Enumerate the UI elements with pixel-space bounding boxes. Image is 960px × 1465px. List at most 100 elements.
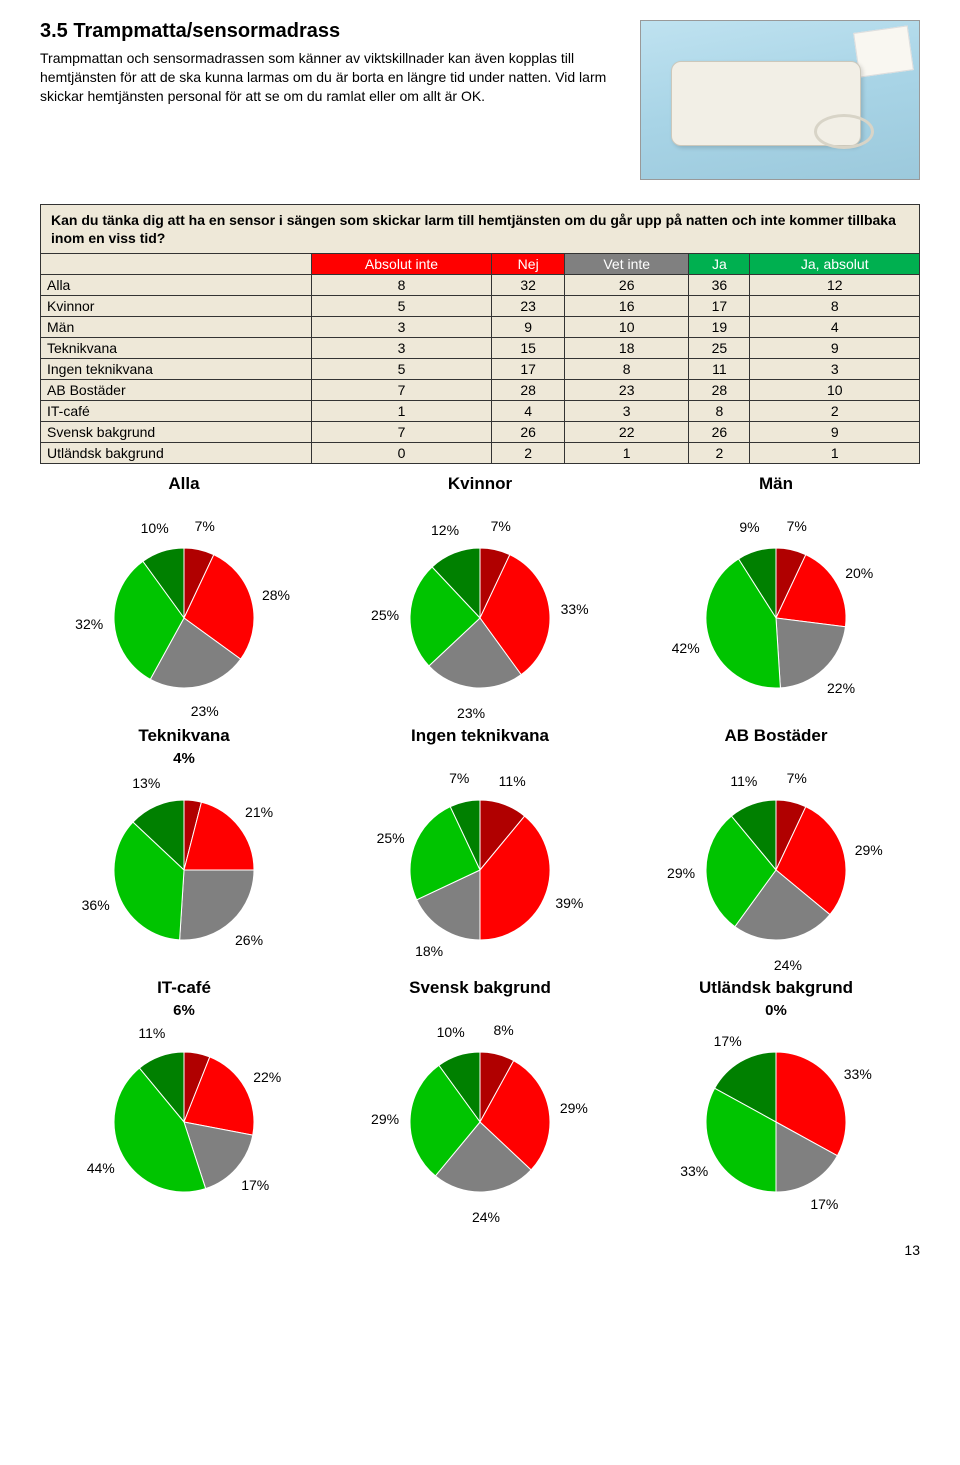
- pie-subtitle: [632, 750, 920, 768]
- intro-text-col: 3.5 Trampmatta/sensormadrass Trampmattan…: [40, 20, 620, 180]
- table-cell: 12: [750, 275, 920, 296]
- pie-title: Svensk bakgrund: [336, 978, 624, 998]
- table-col-header: Absolut inte: [311, 254, 492, 275]
- pie-slice-label: 9%: [739, 519, 759, 535]
- pie-slice-label: 7%: [195, 518, 215, 534]
- pie-slice-label: 11%: [138, 1025, 165, 1041]
- pie-subtitle: [632, 498, 920, 516]
- table-cell: 9: [492, 317, 565, 338]
- pie-slice-label: 17%: [810, 1196, 838, 1212]
- pie-slice-label: 11%: [730, 773, 757, 789]
- table-cell: 26: [565, 275, 689, 296]
- table-cell: 1: [565, 443, 689, 464]
- pie-slice-label: 21%: [245, 804, 273, 820]
- pie-slice-label: 23%: [191, 703, 219, 719]
- table-row-label: Män: [41, 317, 312, 338]
- pie-slice-label: 29%: [667, 865, 695, 881]
- pie-cell: Alla10%7%28%23%32%: [40, 474, 328, 718]
- table-cell: 7: [311, 422, 492, 443]
- pie-wrap: 10%8%29%24%29%: [360, 1022, 600, 1222]
- pie-slice-label: 33%: [561, 601, 589, 617]
- table-cell: 0: [311, 443, 492, 464]
- table-row-label: Teknikvana: [41, 338, 312, 359]
- pie-cell: Svensk bakgrund10%8%29%24%29%: [336, 978, 624, 1222]
- pie-cell: Män9%7%20%22%42%: [632, 474, 920, 718]
- table-cell: 1: [750, 443, 920, 464]
- pie-slice-label: 23%: [457, 705, 485, 721]
- table-cell: 23: [565, 380, 689, 401]
- table-cell: 3: [750, 359, 920, 380]
- pie-wrap: 17% 33% 17% 33%: [656, 1022, 896, 1222]
- pie-slice-label: 29%: [371, 1111, 399, 1127]
- pie-svg: [64, 770, 304, 970]
- pie-slice-label: 10%: [141, 520, 169, 536]
- pie-cell: AB Bostäder11%7%29%24%29%: [632, 726, 920, 970]
- table-row-label: Utländsk bakgrund: [41, 443, 312, 464]
- table-cell: 28: [492, 380, 565, 401]
- table-cell: 9: [750, 422, 920, 443]
- pie-slice-label: 17%: [714, 1033, 742, 1049]
- sensor-mat-image: [640, 20, 920, 180]
- pie-cell: Utländsk bakgrund0%17%33%17%33%: [632, 978, 920, 1222]
- table-cell: 11: [689, 359, 750, 380]
- pie-slice-label: 29%: [855, 842, 883, 858]
- pie-slice-label: 36%: [82, 897, 110, 913]
- pie-title: IT-café: [40, 978, 328, 998]
- pie-slice-label: 12%: [431, 522, 459, 538]
- pie-subtitle: [336, 1002, 624, 1020]
- pie-slice-label: 17%: [241, 1177, 269, 1193]
- pie-slice-label: 29%: [560, 1100, 588, 1116]
- pie-slice-label: 32%: [75, 616, 103, 632]
- table-row-label: Kvinnor: [41, 296, 312, 317]
- table-cell: 18: [565, 338, 689, 359]
- table-cell: 9: [750, 338, 920, 359]
- table-cell: 16: [565, 296, 689, 317]
- table-row-label: Alla: [41, 275, 312, 296]
- table-cell: 2: [750, 401, 920, 422]
- pie-title: Ingen teknikvana: [336, 726, 624, 746]
- pie-cell: Kvinnor12%7%33%23%25%: [336, 474, 624, 718]
- table-cell: 8: [311, 275, 492, 296]
- table-cell: 5: [311, 296, 492, 317]
- pie-cell: Teknikvana4%13%21%26%36%: [40, 726, 328, 970]
- pie-subtitle: [336, 750, 624, 768]
- table-blank-header: [41, 254, 312, 275]
- table-cell: 19: [689, 317, 750, 338]
- pie-slice-label: 20%: [845, 565, 873, 581]
- pie-cell: Ingen teknikvana7%11%39%18%25%: [336, 726, 624, 970]
- pie-wrap: 11%22%17%44%: [64, 1022, 304, 1222]
- pie-svg: [656, 518, 896, 718]
- table-col-header: Nej: [492, 254, 565, 275]
- pie-slice-label: 7%: [491, 518, 511, 534]
- pie-slice-label: 25%: [377, 830, 405, 846]
- pie-slice-label: 13%: [132, 775, 160, 791]
- pie-slice-label: 42%: [672, 640, 700, 656]
- table-cell: 4: [492, 401, 565, 422]
- pie-slice-label: 7%: [787, 770, 807, 786]
- table-cell: 17: [689, 296, 750, 317]
- table-cell: 3: [311, 338, 492, 359]
- table-cell: 5: [311, 359, 492, 380]
- intro-section: 3.5 Trampmatta/sensormadrass Trampmattan…: [40, 20, 920, 180]
- table-cell: 8: [689, 401, 750, 422]
- pie-slice-label: 33%: [844, 1066, 872, 1082]
- table-col-header: Ja: [689, 254, 750, 275]
- pie-title: Utländsk bakgrund: [632, 978, 920, 998]
- table-cell: 7: [311, 380, 492, 401]
- table-cell: 3: [565, 401, 689, 422]
- pie-slice-label: 11%: [499, 773, 526, 789]
- results-table: Kan du tänka dig att ha en sensor i säng…: [40, 204, 920, 464]
- pie-subtitle: [40, 498, 328, 516]
- table-cell: 10: [565, 317, 689, 338]
- table-cell: 23: [492, 296, 565, 317]
- pie-svg: [360, 770, 600, 970]
- pie-slice-label: 33%: [680, 1163, 708, 1179]
- table-cell: 32: [492, 275, 565, 296]
- pie-subtitle: [336, 498, 624, 516]
- pie-slice-label: 8%: [494, 1022, 514, 1038]
- pie-cell: IT-café6%11%22%17%44%: [40, 978, 328, 1222]
- table-cell: 25: [689, 338, 750, 359]
- pie-svg: [656, 1022, 896, 1222]
- pie-slice-label: 24%: [774, 957, 802, 973]
- pie-wrap: 10%7%28%23%32%: [64, 518, 304, 718]
